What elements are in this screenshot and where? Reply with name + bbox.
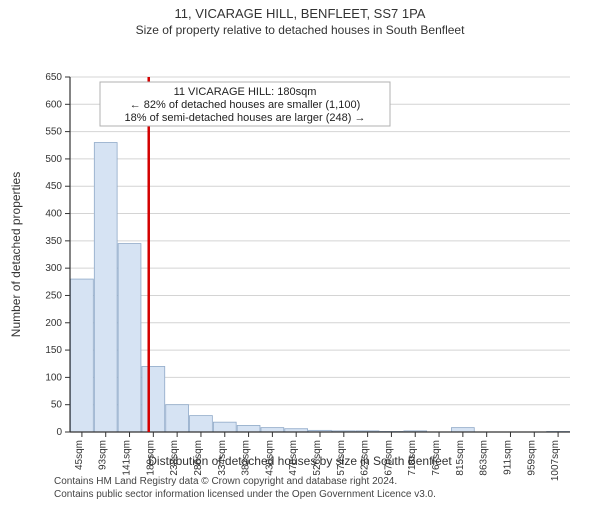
page-subtitle: Size of property relative to detached ho… (0, 23, 600, 37)
y-axis-label: Number of detached properties (9, 172, 23, 337)
annotation-line-3: 18% of semi-detached houses are larger (… (125, 112, 366, 124)
y-tick-label: 350 (45, 236, 62, 247)
chart-container: 11, VICARAGE HILL, BENFLEET, SS7 1PA Siz… (0, 6, 600, 506)
histogram-bar (190, 416, 213, 432)
y-tick-label: 50 (51, 400, 63, 411)
histogram-bar (451, 428, 474, 432)
y-tick-label: 300 (45, 263, 62, 274)
y-tick-label: 0 (56, 427, 62, 438)
y-tick-label: 400 (45, 209, 62, 220)
annotation-line-1: 11 VICARAGE HILL: 180sqm (174, 86, 317, 98)
histogram-bar (118, 244, 141, 432)
y-tick-label: 450 (45, 181, 62, 192)
page-title: 11, VICARAGE HILL, BENFLEET, SS7 1PA (0, 6, 600, 21)
y-tick-label: 500 (45, 154, 62, 165)
histogram-bar (213, 422, 236, 432)
histogram-bar (94, 143, 117, 432)
histogram-bar (261, 428, 284, 432)
y-tick-label: 550 (45, 127, 62, 138)
x-axis-label: Distribution of detached houses by size … (0, 454, 600, 468)
histogram-bar (166, 405, 189, 432)
footer-line-1: Contains HM Land Registry data © Crown c… (54, 476, 397, 487)
histogram-bar (237, 425, 260, 432)
y-tick-label: 200 (45, 318, 62, 329)
y-tick-label: 100 (45, 372, 62, 383)
y-tick-label: 150 (45, 345, 62, 356)
histogram-chart: 0501001502002503003504004505005506006504… (0, 37, 600, 497)
y-tick-label: 650 (45, 72, 62, 83)
y-tick-label: 250 (45, 290, 62, 301)
histogram-bar (142, 366, 165, 432)
histogram-bar (71, 279, 94, 432)
y-tick-label: 600 (45, 99, 62, 110)
annotation-line-2: ← 82% of detached houses are smaller (1,… (130, 99, 361, 111)
footer-line-2: Contains public sector information licen… (54, 489, 436, 500)
